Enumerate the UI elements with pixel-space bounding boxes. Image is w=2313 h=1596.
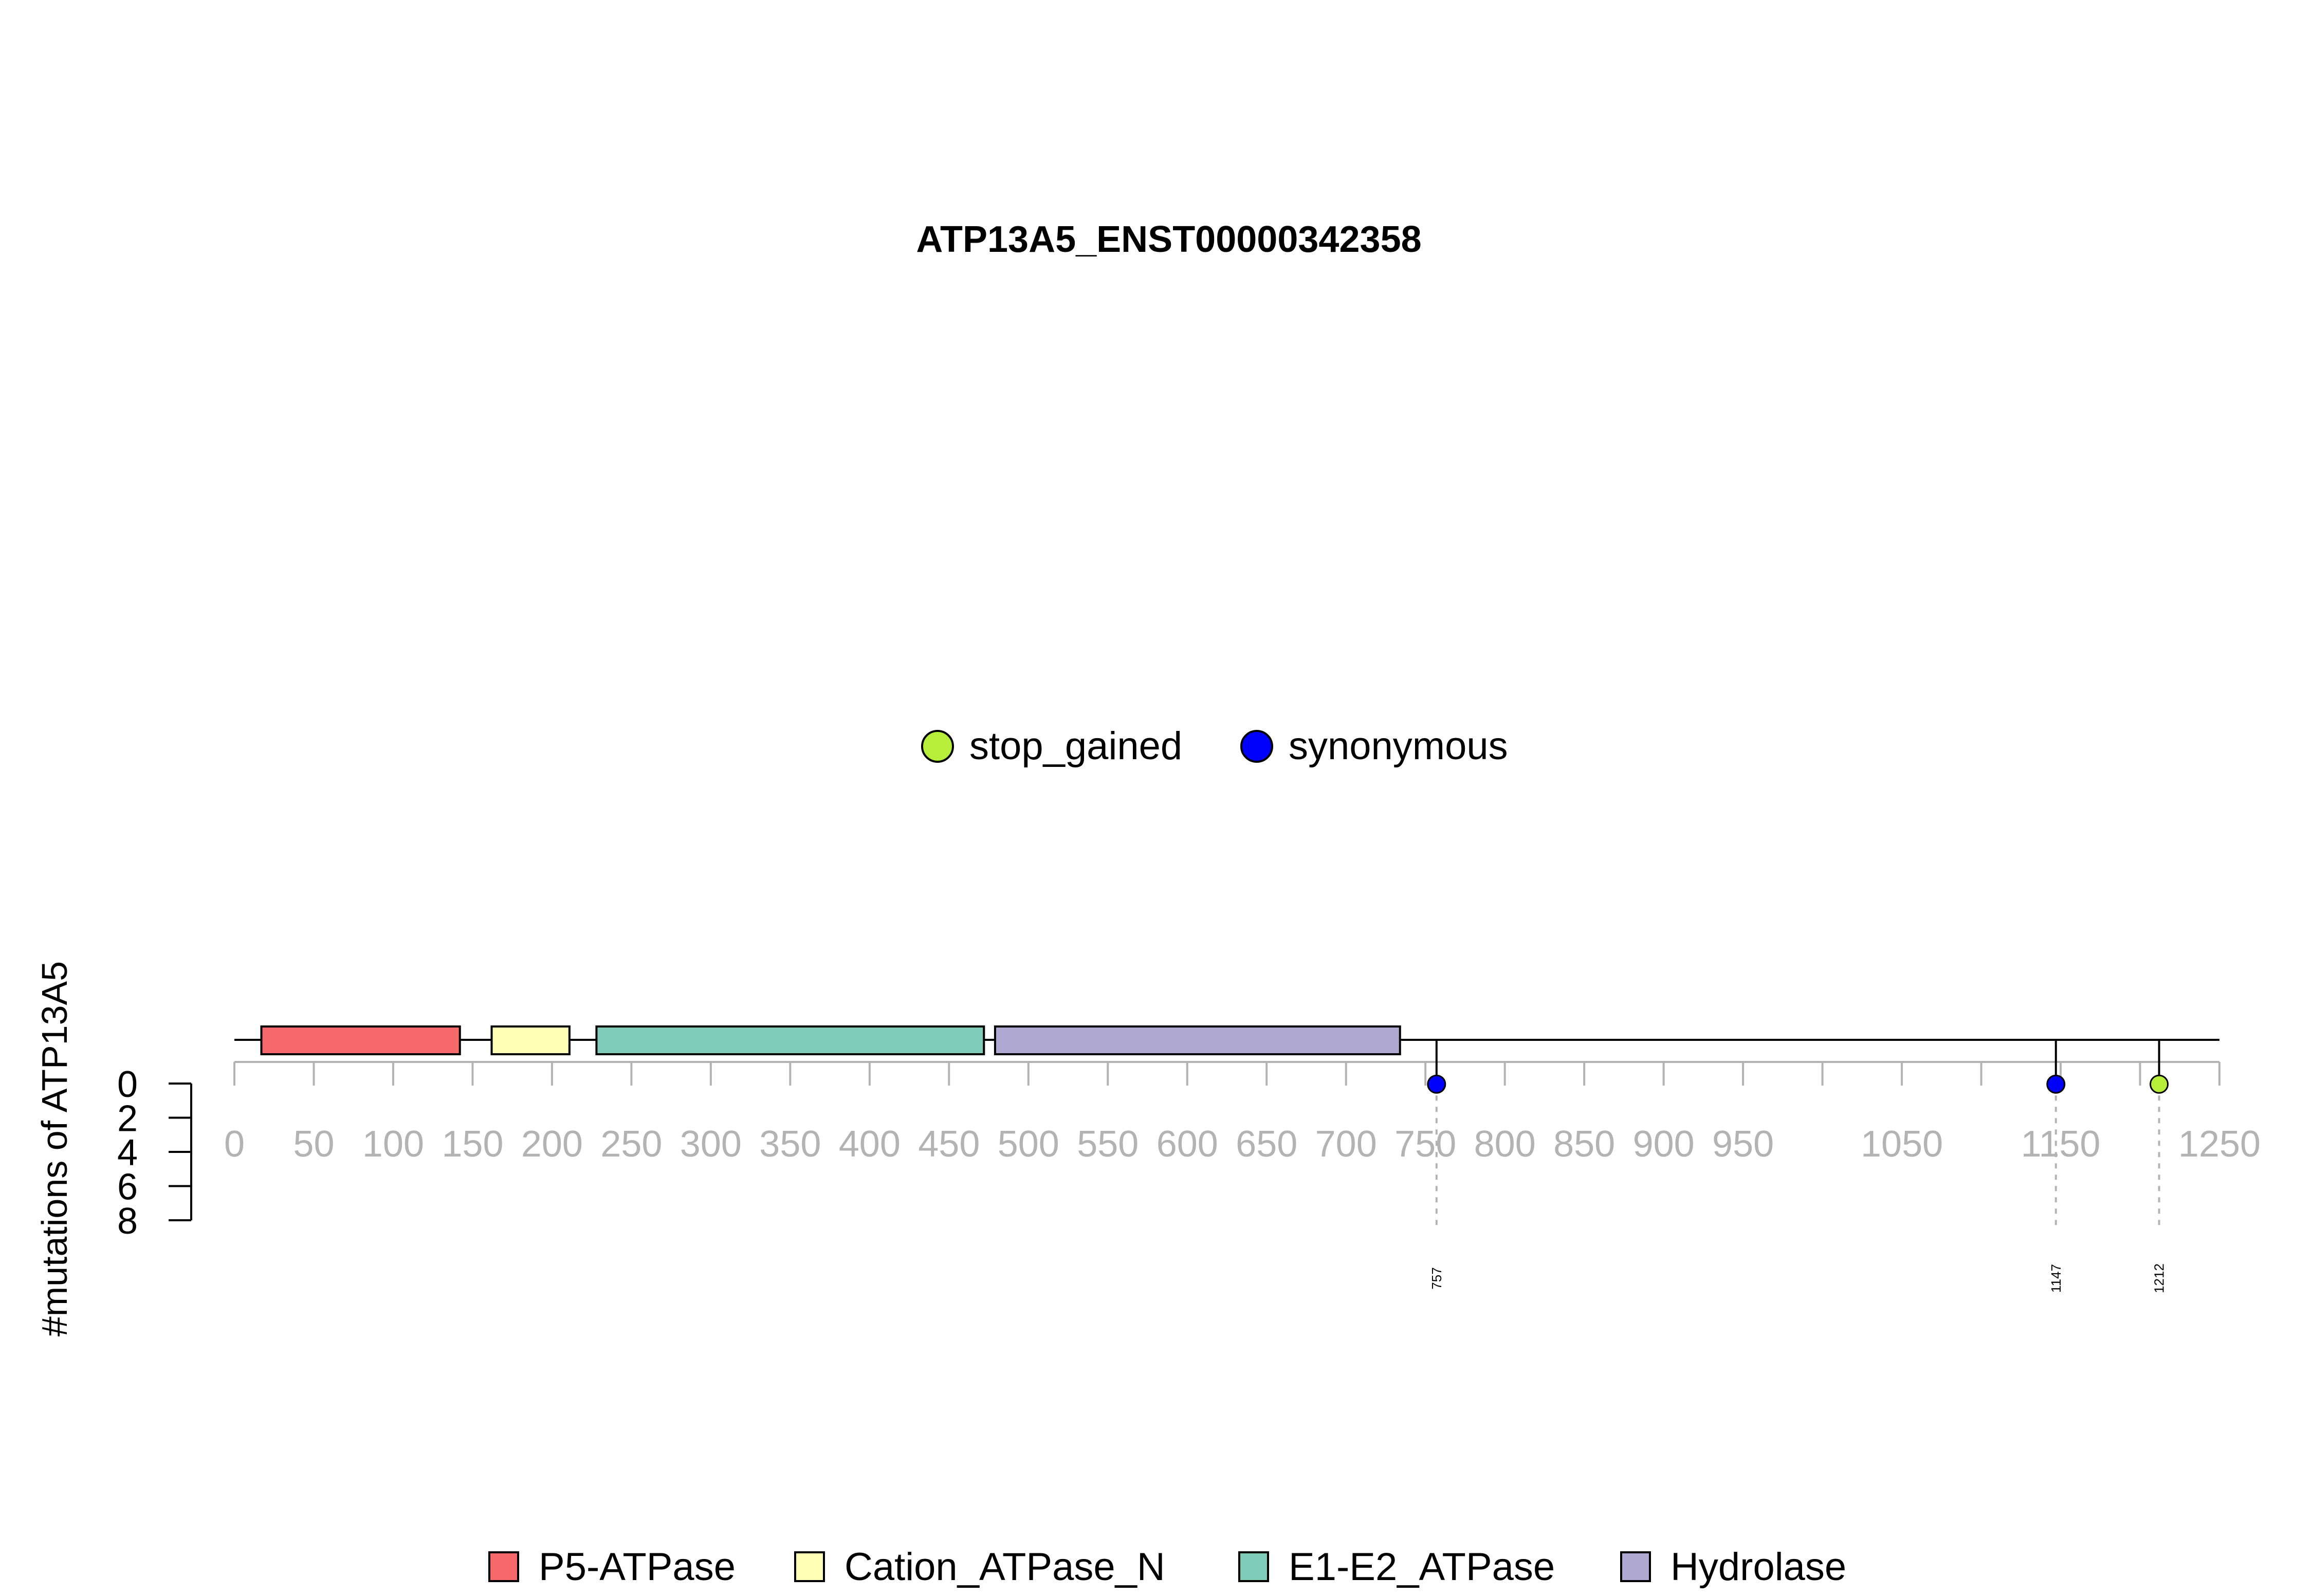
x-tick-label: 200 bbox=[521, 1124, 583, 1165]
y-tick-label: 8 bbox=[117, 1201, 138, 1242]
mutation-position-label: 1212 bbox=[2152, 1263, 2167, 1293]
x-tick-label: 700 bbox=[1315, 1124, 1377, 1165]
x-tick-label: 600 bbox=[1156, 1124, 1218, 1165]
domain-p5-atpase bbox=[260, 1025, 461, 1055]
legend-label-hydrolase: Hydrolase bbox=[1670, 1545, 1846, 1589]
legend-swatch-p5-atpase bbox=[488, 1551, 519, 1582]
legend-marker-stop_gained bbox=[921, 730, 954, 763]
domain-cation-atpase-n bbox=[490, 1025, 571, 1055]
x-tick-label: 850 bbox=[1553, 1124, 1615, 1165]
mutation-point-synonymous bbox=[2046, 1074, 2066, 1094]
x-tick-label: 150 bbox=[442, 1124, 503, 1165]
x-axis: 0 50 100 150 200 250 300 350 400 450 500 550 600 650 7… bbox=[224, 1061, 2261, 1165]
legend-swatch-e1-e2-atpase bbox=[1238, 1551, 1269, 1582]
legend-label-synonymous: synonymous bbox=[1289, 724, 1508, 768]
y-tick-label: 6 bbox=[117, 1167, 138, 1208]
domain-hydrolase bbox=[994, 1025, 1401, 1055]
mutation-lollipops: 757 1147 1212 bbox=[1427, 1040, 2169, 1293]
y-tick-label: 2 bbox=[117, 1098, 138, 1140]
domain-e1-e2-atpase bbox=[595, 1025, 985, 1055]
x-tick-label: 250 bbox=[600, 1124, 662, 1165]
x-tick-label: 450 bbox=[918, 1124, 980, 1165]
x-tick-label: 500 bbox=[998, 1124, 1059, 1165]
x-tick-label: 900 bbox=[1633, 1124, 1695, 1165]
x-tick-label: 550 bbox=[1077, 1124, 1139, 1165]
domain-legend: P5-ATPase Cation_ATPase_N E1-E2_ATPase Hydr… bbox=[488, 1545, 1846, 1589]
mutation-point-synonymous bbox=[1427, 1074, 1446, 1094]
mutation-position-label: 757 bbox=[1429, 1267, 1444, 1289]
mutation-point-stop_gained bbox=[2150, 1074, 2169, 1094]
legend-label-e1-e2-atpase: E1-E2_ATPase bbox=[1289, 1545, 1555, 1589]
x-tick-label: 1150 bbox=[2021, 1124, 2101, 1165]
x-tick-label: 350 bbox=[759, 1124, 821, 1165]
legend-swatch-cation-atpase-n bbox=[794, 1551, 825, 1582]
x-tick-label: 1250 bbox=[2178, 1124, 2261, 1165]
x-tick-label: 100 bbox=[362, 1124, 424, 1165]
x-tick-label: 0 bbox=[224, 1124, 245, 1165]
y-axis-label: #mutations of ATP13A5 bbox=[34, 961, 75, 1336]
y-tick-label: 4 bbox=[117, 1132, 138, 1173]
legend-swatch-hydrolase bbox=[1620, 1551, 1651, 1582]
mutation-legend: stop_gained synonymous bbox=[921, 724, 1508, 768]
x-tick-label: 300 bbox=[680, 1124, 742, 1165]
chart-title: ATP13A5_ENST00000342358 bbox=[916, 219, 1421, 260]
x-tick-label: 1050 bbox=[1861, 1124, 1943, 1165]
legend-label-p5-atpase: P5-ATPase bbox=[539, 1545, 736, 1589]
legend-marker-synonymous bbox=[1240, 730, 1273, 763]
protein-domains bbox=[260, 1025, 1401, 1055]
x-tick-label: 950 bbox=[1712, 1124, 1774, 1165]
mutation-position-label: 1147 bbox=[2048, 1264, 2064, 1293]
legend-label-cation-atpase-n: Cation_ATPase_N bbox=[845, 1545, 1165, 1589]
x-tick-label: 650 bbox=[1236, 1124, 1297, 1165]
x-tick-label: 800 bbox=[1474, 1124, 1536, 1165]
legend-label-stop_gained: stop_gained bbox=[969, 724, 1182, 768]
x-tick-label: 400 bbox=[839, 1124, 901, 1165]
x-tick-label: 50 bbox=[293, 1124, 334, 1165]
x-tick-label: 750 bbox=[1394, 1124, 1456, 1165]
y-tick-label: 0 bbox=[117, 1064, 138, 1105]
